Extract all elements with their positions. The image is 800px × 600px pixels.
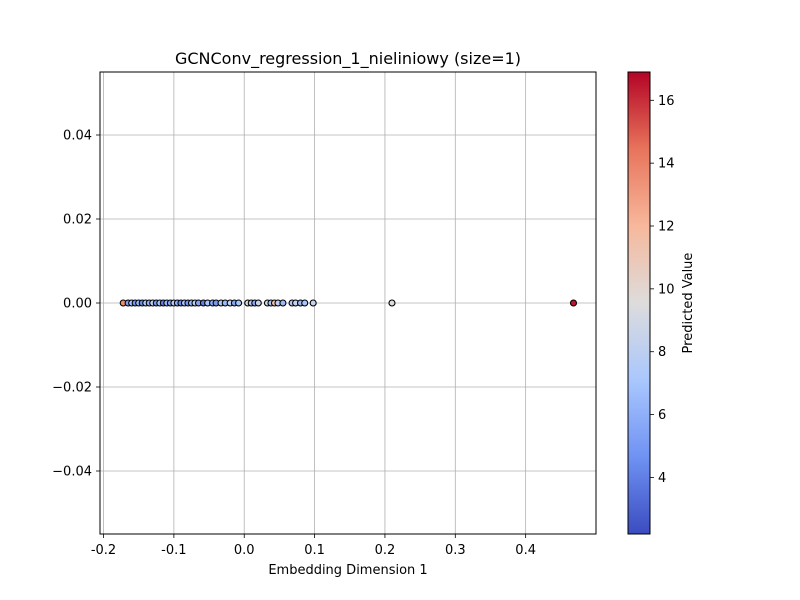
- colorbar-tick-label: 14: [658, 157, 675, 172]
- chart-title: GCNConv_regression_1_nieliniowy (size=1): [175, 49, 521, 69]
- y-gridlines: [100, 134, 596, 472]
- scatter-point: [254, 299, 262, 307]
- x-tick-label: 0.2: [375, 543, 396, 558]
- scatter-point: [309, 299, 317, 307]
- colorbar-tick-label: 4: [658, 471, 666, 486]
- colorbar-tick-label: 12: [658, 220, 675, 235]
- x-tick-label: 0.1: [304, 543, 325, 558]
- colorbar-tick-label: 8: [658, 345, 666, 360]
- colorbar-label: Predicted Value: [681, 253, 696, 354]
- x-axis: -0.2 -0.1 0.0 0.1 0.2 0.3 0.4: [91, 534, 536, 558]
- y-tick-label: −0.04: [52, 465, 92, 480]
- colorbar: 4 6 8 10 12 14 16 Predicted Value: [627, 71, 696, 535]
- colorbar-ticks: 4 6 8 10 12 14 16: [650, 94, 675, 486]
- plot-area: [99, 71, 597, 535]
- scatter-point: [279, 299, 287, 307]
- colorbar-tick-label: 10: [658, 282, 675, 297]
- scatter-point: [388, 299, 396, 307]
- x-tick-label: -0.1: [161, 543, 186, 558]
- y-tick-label: −0.02: [52, 381, 92, 396]
- scatter-point: [569, 299, 578, 307]
- x-tick-label: 0.4: [515, 543, 536, 558]
- y-tick-label: 0.04: [63, 129, 92, 144]
- x-axis-label: Embedding Dimension 1: [268, 563, 427, 578]
- x-tick-label: 0.0: [234, 543, 255, 558]
- x-tick-label: -0.2: [91, 543, 116, 558]
- y-axis: 0.04 0.02 0.00 −0.02 −0.04: [52, 129, 100, 480]
- y-tick-label: 0.02: [63, 213, 92, 228]
- y-tick-label: 0.00: [63, 297, 92, 312]
- colorbar-gradient: [627, 71, 651, 535]
- colorbar-tick-label: 16: [658, 94, 675, 109]
- scatter-point: [301, 299, 309, 307]
- colorbar-tick-label: 6: [658, 408, 666, 423]
- x-tick-label: 0.3: [445, 543, 466, 558]
- scatter-points: [119, 299, 578, 307]
- scatter-point: [235, 299, 243, 307]
